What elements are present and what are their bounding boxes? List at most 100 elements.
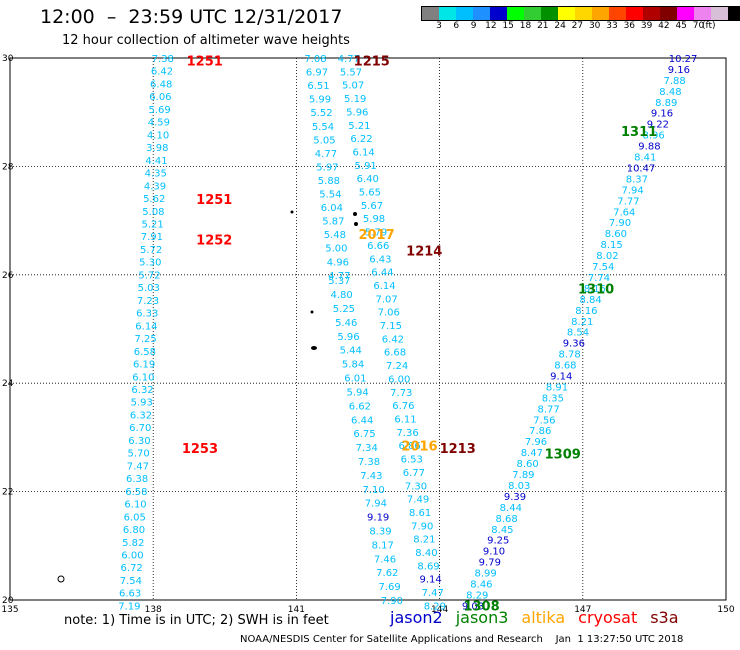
swh-value: 4.10 xyxy=(147,130,169,141)
track-id-label: 1309 xyxy=(545,448,581,463)
swh-value: 7.77 xyxy=(617,196,639,207)
swh-value: 6.51 xyxy=(307,81,329,92)
track-id-label: 1213 xyxy=(440,442,476,457)
track-id-label: 1253 xyxy=(182,442,218,457)
satellite-legend: jason2 jason3 altika cryosat s3a xyxy=(390,608,679,627)
island-marker xyxy=(311,346,317,350)
swh-value: 6.66 xyxy=(367,241,389,252)
track-id-label: 2016 xyxy=(401,440,437,455)
swh-value: 8.15 xyxy=(584,284,606,295)
swh-value: 6.76 xyxy=(392,401,414,412)
swh-value: 7.24 xyxy=(386,361,408,372)
color-swatch xyxy=(677,7,694,20)
track-id-label: 1251 xyxy=(187,55,223,70)
swh-value: 5.93 xyxy=(131,398,153,409)
swh-value: 5.52 xyxy=(310,108,332,119)
swh-value: 5.72 xyxy=(140,245,162,256)
color-swatch xyxy=(575,7,592,20)
swh-value: 8.39 xyxy=(369,526,391,537)
swh-value: 8.60 xyxy=(516,459,538,470)
swh-value: 4.39 xyxy=(144,181,166,192)
swh-value: 9.19 xyxy=(367,513,389,524)
credit-line: NOAA/NESDIS Center for Satellite Applica… xyxy=(240,634,684,645)
swh-value: 5.54 xyxy=(319,190,341,201)
swh-value: 6.70 xyxy=(129,423,151,434)
swh-value: 7.91 xyxy=(141,232,163,243)
swh-value: 4.35 xyxy=(145,169,167,180)
swh-value: 5.21 xyxy=(142,219,164,230)
swh-value: 7.07 xyxy=(375,294,397,305)
swh-value: 8.29 xyxy=(424,601,446,612)
swh-value: 5.19 xyxy=(344,94,366,105)
color-swatch xyxy=(439,7,456,20)
track-id-label: 1215 xyxy=(354,55,390,70)
track-id-label: 1251 xyxy=(196,193,232,208)
color-scale-tick: 3 xyxy=(436,21,442,31)
swh-value: 8.29 xyxy=(466,590,488,601)
swh-value: 5.67 xyxy=(361,201,383,212)
swh-value: 5.07 xyxy=(342,81,364,92)
color-scale-tick: 45 xyxy=(675,21,687,31)
footer-note: note: 1) Time is in UTC; 2) SWH is in fe… xyxy=(64,613,329,628)
swh-value: 5.94 xyxy=(346,387,368,398)
swh-value: 6.06 xyxy=(149,92,171,103)
swh-value: 6.14 xyxy=(135,321,157,332)
color-scale-tick: 27 xyxy=(571,21,584,31)
swh-value: 8.78 xyxy=(558,350,580,361)
swh-value: 5.57 xyxy=(340,67,362,78)
swh-value: 8.21 xyxy=(571,317,593,328)
swh-value: 7.96 xyxy=(525,437,547,448)
swh-value: 8.60 xyxy=(605,229,627,240)
swh-value: 6.01 xyxy=(344,374,366,385)
swh-value: 6.77 xyxy=(403,468,425,479)
swh-value: 8.16 xyxy=(575,306,597,317)
swh-value: 7.06 xyxy=(378,308,400,319)
swh-value: 6.11 xyxy=(394,414,416,425)
lat-tick-label: 28 xyxy=(2,162,14,172)
swh-value: 5.30 xyxy=(139,258,161,269)
swh-value: 8.91 xyxy=(546,382,568,393)
swh-value: 6.00 xyxy=(121,550,143,561)
color-scale-bar xyxy=(421,6,740,21)
swh-value: 7.15 xyxy=(380,321,402,332)
color-scale-ticks: 3 6 9 12 15 18 21 24 27 30 33 36 39 42 45 70 xyxy=(421,21,740,33)
swh-value: 7.90 xyxy=(381,596,403,607)
swh-value: 6.00 xyxy=(388,374,410,385)
color-scale-tick: 6 xyxy=(453,21,460,31)
swh-value: 9.14 xyxy=(550,372,572,383)
swh-value: 8.44 xyxy=(500,503,522,514)
swh-value: 8.69 xyxy=(417,561,439,572)
swh-value: 5.44 xyxy=(340,346,362,357)
swh-value: 8.99 xyxy=(474,569,496,580)
lon-tick-label: 150 xyxy=(717,605,734,615)
swh-value: 5.00 xyxy=(325,244,347,255)
swh-value: 9.25 xyxy=(487,536,509,547)
color-scale-tick: 18 xyxy=(519,21,532,31)
color-scale-unit: (ft) xyxy=(702,21,716,31)
track-id-label: 1252 xyxy=(196,234,232,249)
color-swatch xyxy=(592,7,609,20)
swh-value: 8.35 xyxy=(542,393,564,404)
track-id-label: 1311 xyxy=(621,125,657,140)
swh-value: 10.47 xyxy=(627,163,656,174)
swh-value: 9.88 xyxy=(638,142,660,153)
swh-value: 6.32 xyxy=(130,410,152,421)
swh-value: 5.05 xyxy=(313,135,335,146)
swh-value: 6.42 xyxy=(382,334,404,345)
swh-value: 6.14 xyxy=(373,281,395,292)
track-id-label: 1214 xyxy=(406,244,442,259)
swh-value: 8.37 xyxy=(626,174,648,185)
swh-value: 5.96 xyxy=(346,107,368,118)
color-swatch xyxy=(490,7,507,20)
swh-value: 7.10 xyxy=(362,485,384,496)
color-swatch xyxy=(609,7,626,20)
swh-value: 6.19 xyxy=(133,360,155,371)
swh-value: 7.36 xyxy=(396,428,418,439)
swh-value: 8.96 xyxy=(643,131,665,142)
swh-value: 7.25 xyxy=(135,334,157,345)
swh-value: 7.94 xyxy=(622,185,644,196)
swh-value: 8.45 xyxy=(491,525,513,536)
swh-value: 6.86 xyxy=(399,441,421,452)
swh-value: 6.63 xyxy=(119,589,141,600)
swh-value: 8.46 xyxy=(470,580,492,591)
